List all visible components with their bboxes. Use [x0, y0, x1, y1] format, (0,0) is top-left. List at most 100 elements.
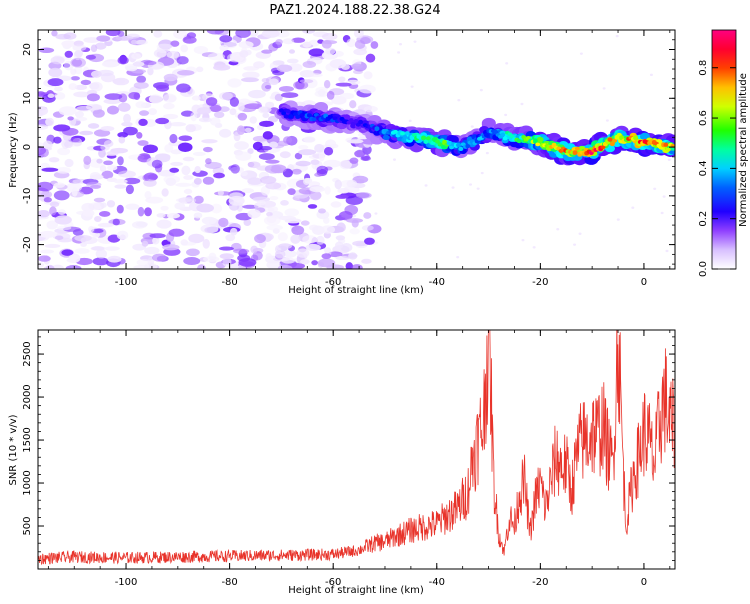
noise-blob	[269, 195, 279, 201]
noise-blob	[156, 84, 170, 92]
noise-blob	[190, 111, 198, 122]
noise-blob	[209, 104, 222, 113]
noise-blob	[323, 247, 332, 253]
y-tick-label: 10	[22, 92, 33, 105]
noise-blob	[166, 213, 180, 219]
noise-blob	[123, 113, 131, 124]
noise-blob	[117, 170, 136, 178]
noise-blob	[61, 249, 74, 256]
noise-blob	[55, 33, 71, 40]
noise-dot	[479, 88, 483, 92]
noise-blob	[352, 175, 369, 184]
noise-blob	[353, 30, 364, 39]
noise-blob	[147, 67, 154, 76]
noise-blob	[117, 156, 124, 166]
noise-dot	[408, 119, 412, 123]
noise-blob	[351, 264, 363, 269]
noise-blob	[202, 238, 210, 249]
noise-blob	[218, 106, 230, 112]
y-tick-label: 2500	[22, 341, 33, 366]
noise-blob	[106, 200, 116, 208]
noise-blob	[278, 85, 294, 92]
ridge-blob	[456, 142, 461, 147]
noise-dot	[662, 195, 666, 198]
x-tick-label: -100	[115, 577, 138, 588]
noise-blob	[100, 202, 107, 208]
noise-blob	[336, 222, 346, 233]
noise-blob	[307, 204, 318, 209]
noise-blob	[116, 230, 129, 240]
noise-blob	[144, 207, 152, 217]
noise-blob	[156, 213, 166, 218]
noise-blob	[247, 209, 261, 219]
noise-blob	[239, 50, 249, 58]
noise-blob	[135, 101, 147, 109]
noise-blob	[269, 78, 279, 86]
y-tick-label: 1500	[22, 427, 33, 452]
noise-blob	[360, 37, 371, 45]
noise-dot	[605, 119, 609, 122]
noise-blob	[178, 196, 196, 204]
noise-blob	[259, 176, 277, 185]
noise-blob	[318, 151, 325, 162]
spectrogram-y-label: Frequency (Hz)	[8, 112, 19, 188]
noise-blob	[258, 153, 275, 161]
snr-x-label: Height of straight line (km)	[288, 585, 424, 596]
noise-blob	[166, 50, 180, 59]
noise-blob	[284, 208, 300, 217]
ridge-blob	[323, 113, 329, 118]
noise-blob	[178, 142, 193, 152]
noise-blob	[176, 56, 189, 65]
noise-dot	[456, 255, 460, 259]
ridge-blob	[658, 146, 664, 150]
noise-dot	[631, 206, 635, 209]
noise-blob	[329, 58, 347, 69]
noise-blob	[323, 217, 330, 224]
noise-blob	[205, 97, 218, 106]
ridge-blob	[516, 138, 522, 143]
noise-blob	[191, 95, 201, 101]
noise-blob	[43, 197, 52, 203]
noise-dot	[602, 87, 606, 90]
noise-blob	[153, 49, 167, 58]
ridge-blob	[502, 136, 508, 141]
noise-blob	[182, 156, 195, 162]
noise-blob	[229, 108, 237, 116]
noise-blob	[92, 231, 100, 238]
noise-blob	[277, 264, 293, 269]
noise-blob	[300, 220, 310, 226]
colorbar-tick-label: 0.2	[698, 211, 709, 227]
ridge-blob	[430, 141, 436, 146]
noise-blob	[149, 233, 166, 239]
noise-dot	[649, 73, 653, 77]
noise-blob	[139, 110, 150, 116]
y-tick-label: -20	[22, 236, 33, 252]
noise-blob	[363, 105, 378, 113]
noise-blob	[177, 70, 195, 76]
noise-blob	[274, 249, 286, 259]
noise-blob	[339, 159, 352, 170]
noise-blob	[236, 125, 245, 135]
noise-blob	[290, 234, 301, 244]
noise-blob	[240, 171, 248, 177]
noise-blob	[320, 225, 336, 234]
noise-blob	[298, 144, 309, 150]
y-tick-label: 2000	[22, 384, 33, 409]
noise-blob	[261, 49, 273, 54]
ridge-blob	[609, 142, 615, 147]
snr-x-axis: -100 -80 -60 -40 -20 0	[47, 330, 671, 588]
noise-blob	[40, 249, 55, 254]
noise-blob	[249, 116, 257, 124]
noise-blob	[268, 115, 279, 123]
noise-blob	[164, 143, 174, 153]
noise-blob	[238, 41, 254, 49]
x-tick-label: -80	[221, 577, 237, 588]
noise-blob	[325, 47, 336, 55]
ridge-blob	[665, 147, 671, 152]
noise-dot	[424, 184, 428, 187]
noise-blob	[278, 243, 292, 250]
noise-blob	[38, 142, 45, 147]
ridge-blob	[600, 145, 606, 150]
noise-blob	[345, 262, 354, 269]
noise-blob	[303, 136, 316, 143]
